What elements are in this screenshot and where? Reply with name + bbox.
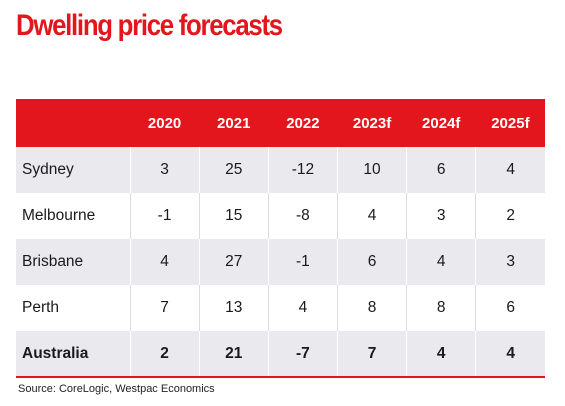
table-row: Melbourne -1 15 -8 4 3 2 (16, 193, 545, 239)
column-header (16, 99, 130, 147)
table-cell: 13 (198, 285, 269, 331)
table-cell: 21 (198, 331, 269, 377)
table-cell: 4 (475, 147, 545, 193)
table-cell: -8 (267, 193, 338, 239)
table-cell: 3 (129, 147, 200, 193)
table-cell: 6 (406, 147, 476, 193)
table-cell: 25 (198, 147, 269, 193)
table-cell: 4 (406, 331, 476, 377)
table-cell: 7 (129, 285, 200, 331)
column-header: 2023f (352, 114, 392, 132)
table-cell: 6 (475, 285, 545, 331)
table-cell: 7 (336, 331, 407, 377)
table-cell: 4 (475, 331, 545, 377)
table-cell: -1 (267, 239, 338, 285)
table-cell: 6 (336, 239, 407, 285)
row-label: Sydney (22, 161, 74, 178)
table-cell: 8 (406, 285, 476, 331)
page-title: Dwelling price forecasts (16, 9, 283, 42)
column-header: 2022 (286, 114, 320, 132)
column-header: 2021 (217, 114, 251, 132)
table-row: Sydney 3 25 -12 10 6 4 (16, 147, 545, 193)
total-row: Australia 2 21 -7 7 4 4 (16, 331, 545, 377)
table-cell: -1 (129, 193, 200, 239)
table-cell: 4 (129, 239, 200, 285)
table-cell: 27 (198, 239, 269, 285)
column-header: 2024f (422, 114, 461, 132)
table-cell: 15 (198, 193, 269, 239)
table-cell: -7 (267, 331, 338, 377)
table-row: Brisbane 4 27 -1 6 4 3 (16, 239, 545, 285)
table-cell: 2 (129, 331, 200, 377)
table-cell: 2 (475, 193, 545, 239)
column-header: 2020 (147, 114, 182, 132)
table-cell: -12 (267, 147, 338, 193)
table-row: Perth 7 13 4 8 8 6 (16, 285, 545, 331)
source-note: Source: CoreLogic, Westpac Economics (18, 383, 215, 395)
table-cell: 3 (406, 193, 476, 239)
row-label: Perth (22, 299, 60, 316)
header-row: 2020 2021 2022 2023f 2024f 2025f (16, 99, 545, 147)
row-label: Melbourne (22, 207, 96, 224)
table-cell: 10 (336, 147, 407, 193)
forecast-table: 2020 2021 2022 2023f 2024f 2025f Sydney … (16, 99, 545, 378)
table-cell: 4 (406, 239, 476, 285)
row-label: Australia (22, 344, 89, 362)
table-cell: 8 (336, 285, 407, 331)
table-cell: 4 (267, 285, 338, 331)
table-cell: 4 (336, 193, 407, 239)
row-label: Brisbane (22, 253, 84, 270)
column-header: 2025f (491, 114, 530, 132)
table-cell: 3 (475, 239, 545, 285)
